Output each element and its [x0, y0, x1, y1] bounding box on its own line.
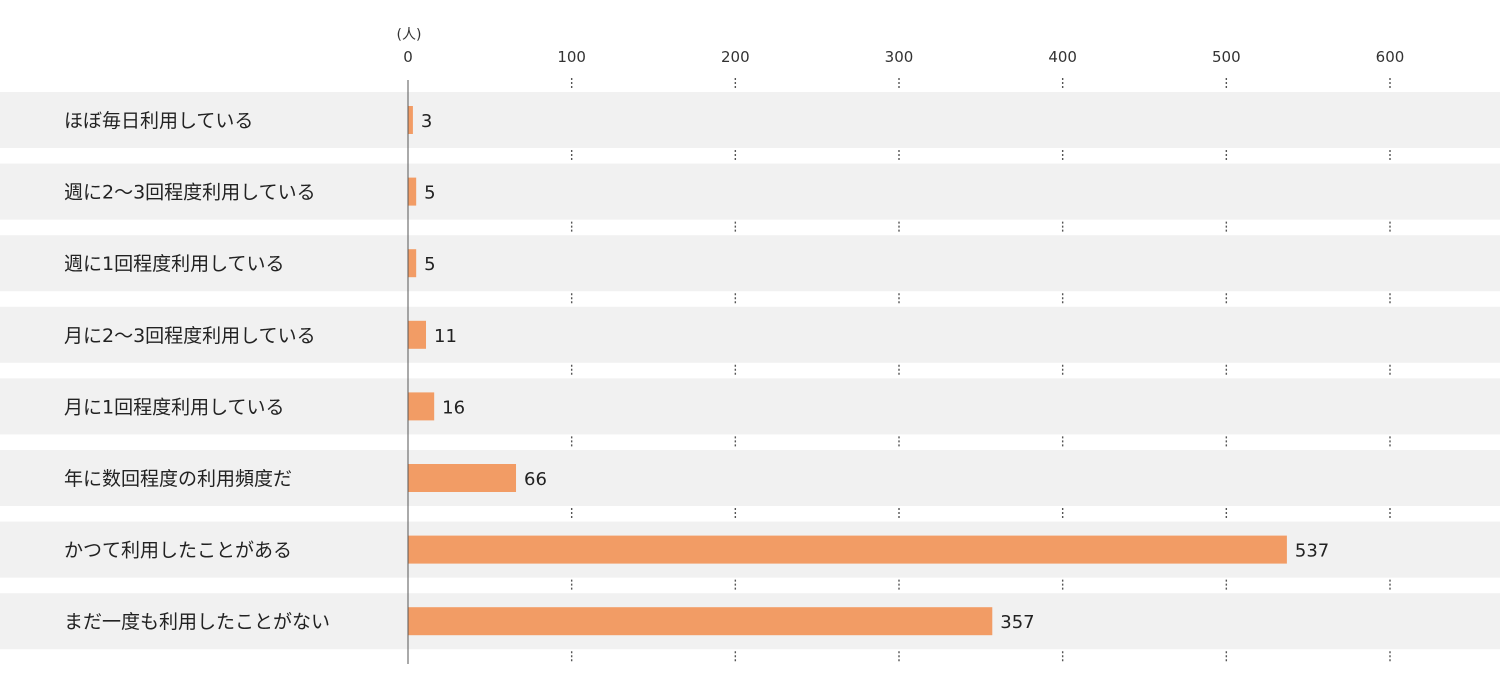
bar	[408, 177, 417, 206]
bar	[408, 535, 1287, 564]
row-band	[0, 450, 1500, 506]
category-labels: ほぼ毎日利用している週に2〜3回程度利用している週に1回程度利用している月に2〜…	[64, 110, 330, 633]
category-label: 年に数回程度の利用頻度だ	[64, 468, 292, 490]
x-tick-label: 400	[1048, 48, 1077, 66]
data-label: 537	[1295, 541, 1329, 562]
x-tick-label: 600	[1376, 48, 1405, 66]
bar	[408, 607, 993, 636]
row-band	[0, 92, 1500, 148]
x-tick-label: 100	[557, 48, 586, 66]
bar	[408, 392, 435, 421]
row-band	[0, 235, 1500, 292]
value-labels: 3 5 5 11 16 66 537 357	[421, 111, 1329, 633]
category-label: 月に2〜3回程度利用している	[64, 325, 316, 347]
x-tick-labels: 0 100 200 300 400 500 600	[403, 48, 1404, 66]
category-label: 月に1回程度利用している	[64, 396, 285, 418]
bars	[408, 106, 1287, 636]
category-label: かつて利用したことがある	[64, 540, 292, 562]
x-tick-label: 500	[1212, 48, 1241, 66]
category-label: 週に2〜3回程度利用している	[64, 182, 316, 204]
data-label: 3	[421, 111, 432, 132]
grid-lines	[570, 78, 1391, 663]
data-label: 66	[524, 469, 547, 490]
category-label: まだ一度も利用したことがない	[64, 611, 330, 633]
bar	[408, 464, 517, 492]
row-bands	[0, 92, 1500, 650]
data-label: 16	[442, 397, 465, 418]
bar	[408, 320, 427, 349]
row-band	[0, 378, 1500, 435]
row-band	[0, 163, 1500, 220]
row-band	[0, 306, 1500, 363]
data-label: 5	[424, 183, 435, 204]
x-tick-label: 200	[721, 48, 750, 66]
x-tick-label: 0	[403, 48, 413, 66]
category-label: 週に1回程度利用している	[64, 253, 285, 275]
bar	[408, 249, 417, 278]
category-label: ほぼ毎日利用している	[64, 110, 253, 132]
data-label: 11	[434, 326, 457, 347]
data-label: 5	[424, 254, 435, 275]
data-label: 357	[1000, 612, 1034, 633]
bar	[408, 106, 413, 134]
x-axis-unit-label: (人)	[397, 27, 422, 43]
x-tick-label: 300	[885, 48, 914, 66]
